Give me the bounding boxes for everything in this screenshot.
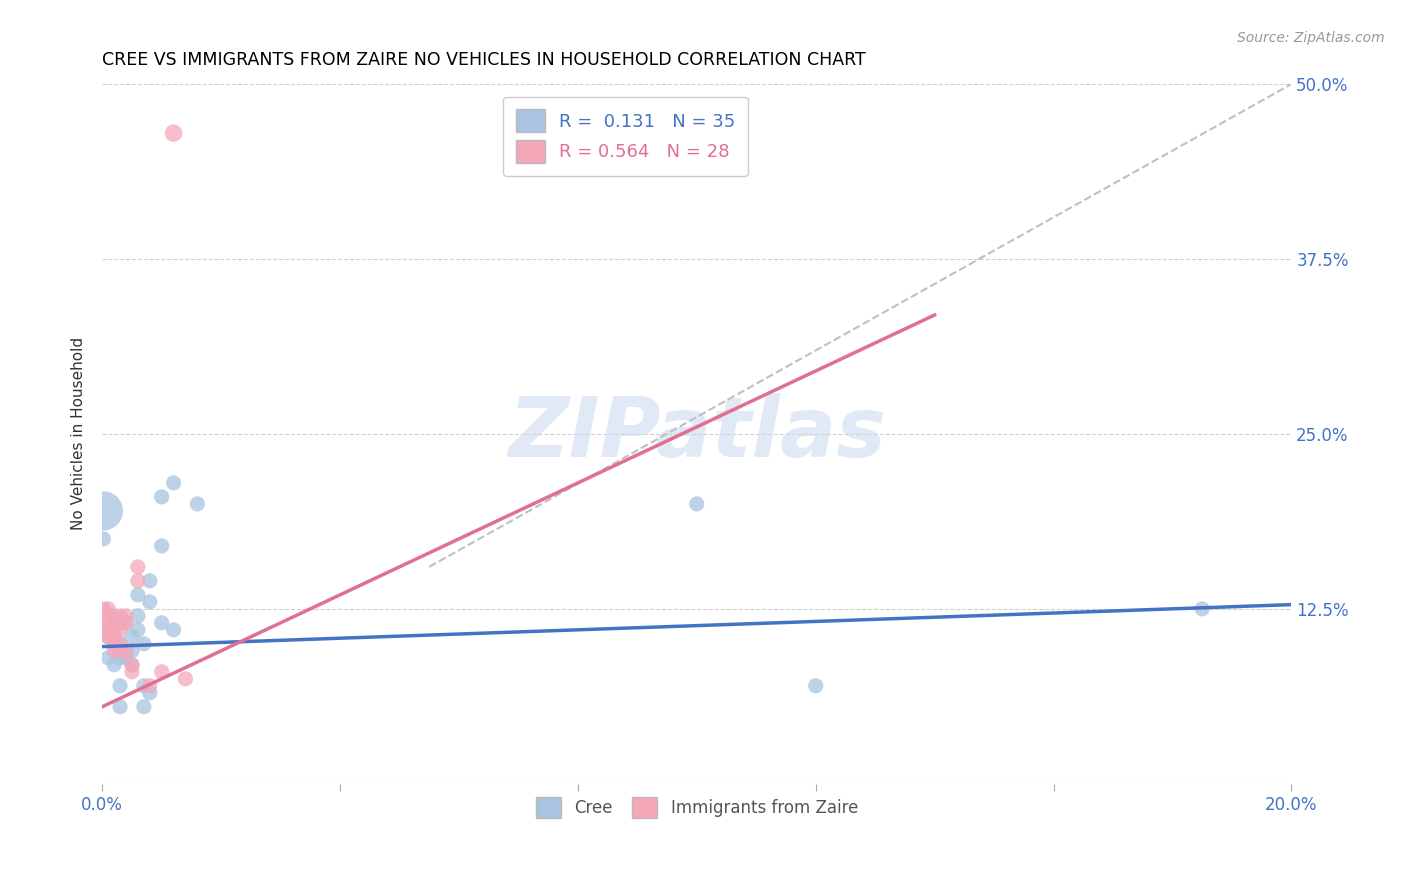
Point	[139, 574, 162, 588]
Point	[132, 699, 155, 714]
Point	[93, 504, 115, 518]
Point	[139, 679, 162, 693]
Point	[115, 615, 138, 630]
Point	[162, 475, 184, 490]
Point	[127, 588, 149, 602]
Point	[115, 650, 138, 665]
Point	[108, 637, 131, 651]
Point	[97, 650, 120, 665]
Point	[108, 644, 131, 658]
Point	[139, 686, 162, 700]
Point	[186, 497, 208, 511]
Y-axis label: No Vehicles in Household: No Vehicles in Household	[72, 337, 86, 531]
Point	[127, 623, 149, 637]
Point	[103, 637, 125, 651]
Point	[108, 650, 131, 665]
Text: Source: ZipAtlas.com: Source: ZipAtlas.com	[1237, 31, 1385, 45]
Point	[103, 630, 125, 644]
Point	[115, 608, 138, 623]
Point	[150, 665, 173, 679]
Point	[804, 679, 827, 693]
Point	[108, 623, 131, 637]
Point	[115, 615, 138, 630]
Point	[150, 490, 173, 504]
Point	[127, 608, 149, 623]
Point	[115, 644, 138, 658]
Point	[132, 637, 155, 651]
Point	[121, 657, 143, 672]
Point	[127, 574, 149, 588]
Point	[97, 623, 120, 637]
Point	[115, 644, 138, 658]
Legend: Cree, Immigrants from Zaire: Cree, Immigrants from Zaire	[529, 790, 865, 824]
Point	[103, 623, 125, 637]
Point	[97, 630, 120, 644]
Text: CREE VS IMMIGRANTS FROM ZAIRE NO VEHICLES IN HOUSEHOLD CORRELATION CHART: CREE VS IMMIGRANTS FROM ZAIRE NO VEHICLE…	[103, 51, 866, 69]
Point	[108, 679, 131, 693]
Point	[108, 699, 131, 714]
Point	[97, 608, 120, 623]
Point	[121, 644, 143, 658]
Point	[103, 615, 125, 630]
Point	[93, 615, 115, 630]
Point	[103, 608, 125, 623]
Point	[108, 608, 131, 623]
Point	[108, 615, 131, 630]
Point	[93, 623, 115, 637]
Point	[97, 602, 120, 616]
Point	[108, 637, 131, 651]
Point	[686, 497, 709, 511]
Point	[103, 657, 125, 672]
Point	[127, 559, 149, 574]
Point	[150, 539, 173, 553]
Point	[139, 595, 162, 609]
Point	[121, 665, 143, 679]
Point	[121, 630, 143, 644]
Point	[97, 630, 120, 644]
Point	[103, 644, 125, 658]
Point	[132, 679, 155, 693]
Point	[103, 637, 125, 651]
Text: ZIPatlas: ZIPatlas	[508, 393, 886, 475]
Point	[174, 672, 197, 686]
Point	[162, 623, 184, 637]
Point	[1191, 602, 1213, 616]
Point	[121, 657, 143, 672]
Point	[93, 602, 115, 616]
Point	[150, 615, 173, 630]
Point	[162, 126, 184, 140]
Point	[93, 532, 115, 546]
